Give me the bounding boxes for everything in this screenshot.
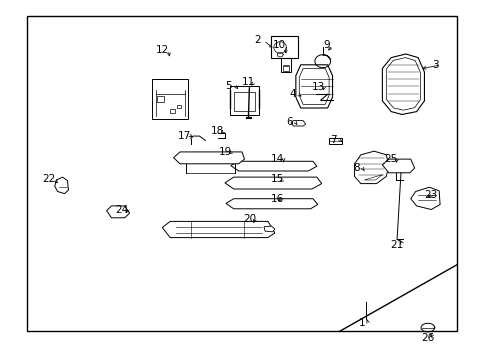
Polygon shape xyxy=(354,151,388,184)
Text: 7: 7 xyxy=(329,135,336,145)
Polygon shape xyxy=(410,187,439,210)
Text: 16: 16 xyxy=(270,194,284,204)
Polygon shape xyxy=(230,161,316,171)
Polygon shape xyxy=(225,199,317,209)
Polygon shape xyxy=(229,86,259,115)
Text: 20: 20 xyxy=(243,214,255,224)
Bar xyxy=(280,58,291,72)
Polygon shape xyxy=(55,177,68,194)
Text: 12: 12 xyxy=(155,45,169,55)
Bar xyxy=(233,92,255,111)
Text: 1: 1 xyxy=(358,318,365,328)
Text: 19: 19 xyxy=(219,147,232,157)
Bar xyxy=(170,109,175,113)
Polygon shape xyxy=(264,226,274,232)
Text: 5: 5 xyxy=(225,81,232,91)
Text: 17: 17 xyxy=(178,131,191,141)
Polygon shape xyxy=(106,206,129,218)
Text: 18: 18 xyxy=(210,126,224,136)
Text: 23: 23 xyxy=(424,190,437,200)
Text: 21: 21 xyxy=(389,240,403,250)
Text: 11: 11 xyxy=(241,77,255,87)
Text: 14: 14 xyxy=(270,154,284,164)
Bar xyxy=(271,36,298,58)
Bar xyxy=(177,105,181,108)
Text: 8: 8 xyxy=(353,163,360,174)
Polygon shape xyxy=(224,177,321,189)
Text: 9: 9 xyxy=(323,40,329,50)
Text: 4: 4 xyxy=(288,89,295,99)
Polygon shape xyxy=(382,159,414,173)
Text: 2: 2 xyxy=(254,35,261,45)
Text: 6: 6 xyxy=(285,117,292,127)
Text: 24: 24 xyxy=(115,204,129,215)
Bar xyxy=(151,79,188,119)
Text: 10: 10 xyxy=(273,40,285,50)
Text: 3: 3 xyxy=(431,60,438,70)
Text: 26: 26 xyxy=(420,333,434,343)
Polygon shape xyxy=(162,221,274,238)
Bar xyxy=(328,138,342,144)
Polygon shape xyxy=(290,121,305,126)
Polygon shape xyxy=(295,65,332,108)
Bar xyxy=(157,96,164,102)
Text: 25: 25 xyxy=(384,154,397,164)
Text: 22: 22 xyxy=(42,174,56,184)
Text: 15: 15 xyxy=(270,174,284,184)
Bar xyxy=(282,66,289,71)
Polygon shape xyxy=(173,152,244,164)
Bar xyxy=(27,16,456,331)
Text: 13: 13 xyxy=(311,82,325,92)
Polygon shape xyxy=(382,54,424,114)
